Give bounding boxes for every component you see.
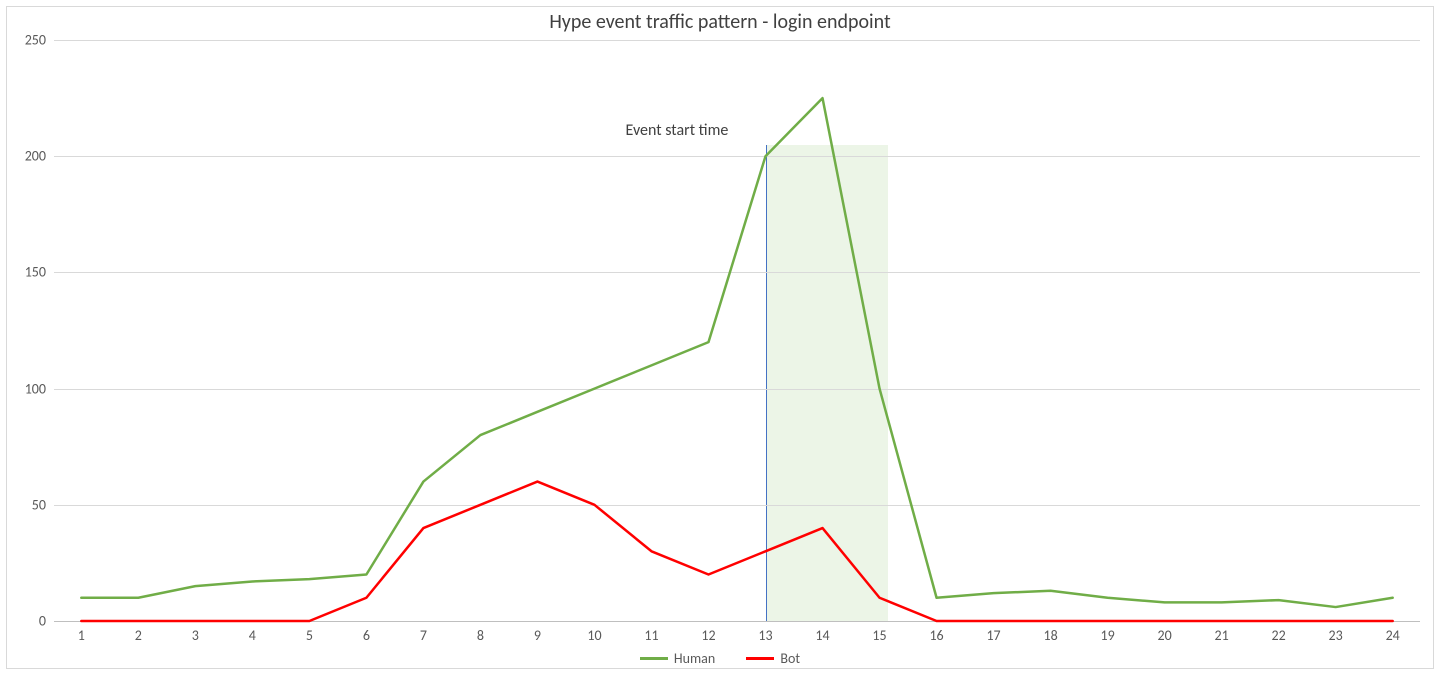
x-tick-label: 12 xyxy=(701,621,715,644)
x-tick-label: 1 xyxy=(78,621,85,644)
legend-swatch-icon xyxy=(640,657,668,660)
plot-area: Event start time 050100150200250 1234567… xyxy=(54,40,1420,621)
x-tick-label: 16 xyxy=(929,621,943,644)
legend-label: Human xyxy=(674,650,715,667)
line-series xyxy=(54,40,1420,621)
x-tick-label: 11 xyxy=(644,621,658,644)
y-tick-label: 50 xyxy=(32,496,54,513)
chart-container: Hype event traffic pattern - login endpo… xyxy=(0,0,1440,675)
y-tick-label: 200 xyxy=(25,148,54,165)
x-tick-label: 3 xyxy=(192,621,199,644)
legend-item-bot: Bot xyxy=(746,650,800,667)
y-tick-label: 150 xyxy=(25,264,54,281)
y-tick-label: 100 xyxy=(25,380,54,397)
chart-title: Hype event traffic pattern - login endpo… xyxy=(0,10,1440,34)
legend: Human Bot xyxy=(0,647,1440,667)
legend-item-human: Human xyxy=(640,650,715,667)
legend-swatch-icon xyxy=(746,657,774,660)
x-tick-label: 17 xyxy=(986,621,1000,644)
x-tick-label: 23 xyxy=(1329,621,1343,644)
x-tick-label: 21 xyxy=(1215,621,1229,644)
x-tick-label: 15 xyxy=(872,621,886,644)
x-tick-label: 2 xyxy=(135,621,142,644)
x-tick-label: 13 xyxy=(758,621,772,644)
y-tick-label: 250 xyxy=(25,32,54,49)
x-tick-label: 9 xyxy=(534,621,541,644)
series-line-human xyxy=(81,98,1392,607)
x-tick-label: 22 xyxy=(1272,621,1286,644)
x-tick-label: 10 xyxy=(587,621,601,644)
x-tick-label: 24 xyxy=(1386,621,1400,644)
x-tick-label: 14 xyxy=(815,621,829,644)
x-tick-label: 5 xyxy=(306,621,313,644)
x-tick-label: 19 xyxy=(1100,621,1114,644)
x-tick-label: 18 xyxy=(1043,621,1057,644)
x-tick-label: 4 xyxy=(249,621,256,644)
legend-label: Bot xyxy=(780,650,800,667)
x-tick-label: 20 xyxy=(1158,621,1172,644)
x-tick-label: 8 xyxy=(477,621,484,644)
y-tick-label: 0 xyxy=(39,613,54,630)
x-tick-label: 7 xyxy=(420,621,427,644)
x-tick-label: 6 xyxy=(363,621,370,644)
series-line-bot xyxy=(81,482,1392,621)
